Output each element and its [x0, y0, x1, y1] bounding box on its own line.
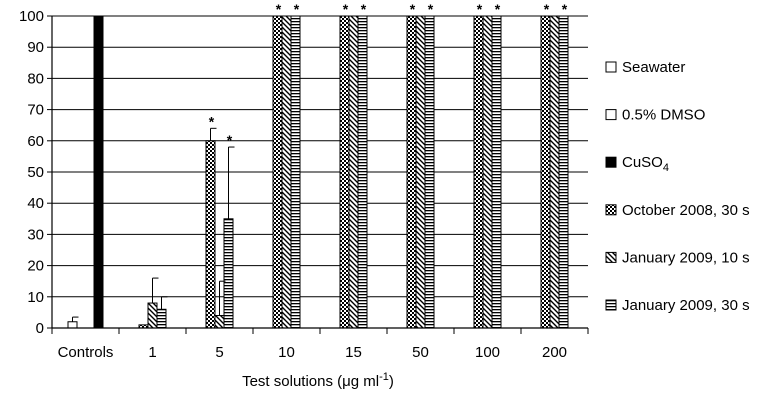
- bar: [357, 15, 368, 329]
- y-tick-label: 40: [27, 195, 44, 212]
- significance-marker: *: [544, 1, 550, 17]
- bar: [406, 15, 417, 329]
- x-tick-label: 100: [475, 344, 500, 361]
- bar: [223, 218, 234, 329]
- x-axis-label-main: Test solutions (μg ml: [242, 373, 379, 390]
- y-tick-label: 20: [27, 258, 44, 275]
- legend-swatch: [605, 61, 617, 73]
- bar: [473, 15, 484, 329]
- bar: [348, 15, 359, 329]
- bar: [156, 308, 167, 329]
- significance-annotations: * * * * * * * * * * * *: [209, 1, 568, 148]
- legend: Seawater 0.5% DMSO CuSO4 October 2008, 30 s…: [605, 59, 750, 314]
- significance-marker: *: [361, 1, 367, 17]
- bar: [549, 15, 560, 329]
- bar: [491, 15, 502, 329]
- x-tick-label: 5: [215, 344, 223, 361]
- x-tick-label: 200: [542, 344, 567, 361]
- legend-label-main: CuSO: [622, 154, 663, 171]
- x-tick-label: Controls: [58, 344, 114, 361]
- significance-marker: *: [209, 113, 215, 129]
- x-tick-labels: Controls 1 5 10 15 50 100 200: [58, 344, 567, 361]
- bar: [147, 302, 158, 329]
- legend-item: 0.5% DMSO: [605, 107, 705, 124]
- legend-swatch: [605, 109, 617, 121]
- x-tick-label: 50: [412, 344, 429, 361]
- bar: [558, 15, 569, 329]
- bar: [93, 15, 104, 329]
- significance-marker: *: [477, 1, 483, 17]
- y-tick-label: 100: [19, 8, 44, 25]
- y-tick-labels: 0 10 20 30 40 50 60 70 80 90 100: [19, 8, 44, 337]
- y-tick-label: 70: [27, 102, 44, 119]
- bar: [482, 15, 493, 329]
- x-axis-label-close: ): [389, 373, 394, 390]
- significance-marker: *: [495, 1, 501, 17]
- legend-label-main: October 2008, 30 s: [622, 202, 750, 219]
- significance-marker: *: [276, 1, 282, 17]
- bar: [214, 315, 225, 329]
- bar: [281, 15, 292, 329]
- y-tick-label: 30: [27, 226, 44, 243]
- bar: [272, 15, 283, 329]
- error-bars: [72, 127, 235, 322]
- x-tick-label: 15: [345, 344, 362, 361]
- y-tick-label: 80: [27, 70, 44, 87]
- y-tick-label: 50: [27, 164, 44, 181]
- legend-swatch: [605, 204, 617, 216]
- legend-label: Seawater: [622, 59, 685, 76]
- legend-item: January 2009, 30 s: [605, 297, 750, 314]
- bar: [339, 15, 350, 329]
- bar: [415, 15, 426, 329]
- significance-marker: *: [227, 132, 233, 148]
- legend-label-main: January 2009, 10 s: [622, 249, 750, 266]
- significance-marker: *: [428, 1, 434, 17]
- legend-swatch: [605, 156, 617, 168]
- legend-label-main: 0.5% DMSO: [622, 107, 705, 124]
- bar: [205, 140, 216, 329]
- bars: [67, 15, 569, 329]
- legend-swatch: [605, 251, 617, 263]
- bar: [540, 15, 551, 329]
- y-tick-label: 0: [36, 320, 44, 337]
- y-tick-label: 60: [27, 133, 44, 150]
- legend-label: January 2009, 30 s: [622, 297, 750, 314]
- x-axis-label-sup: -1: [379, 371, 389, 383]
- significance-marker: *: [562, 1, 568, 17]
- significance-marker: *: [343, 1, 349, 17]
- legend-label-sub: 4: [663, 162, 669, 174]
- x-tick-label: 10: [278, 344, 295, 361]
- legend-item: October 2008, 30 s: [605, 202, 750, 219]
- legend-label: January 2009, 10 s: [622, 249, 750, 266]
- legend-label-main: January 2009, 30 s: [622, 297, 750, 314]
- significance-marker: *: [294, 1, 300, 17]
- y-tick-label: 90: [27, 39, 44, 56]
- gridlines: [52, 15, 588, 329]
- x-axis-label: Test solutions (μg ml-1): [242, 371, 394, 390]
- legend-label: CuSO4: [622, 154, 669, 174]
- bar: [290, 15, 301, 329]
- bar: [67, 321, 78, 329]
- legend-item: CuSO4: [605, 154, 669, 174]
- legend-label: 0.5% DMSO: [622, 107, 705, 124]
- x-tick-label: 1: [148, 344, 156, 361]
- legend-label-main: Seawater: [622, 59, 685, 76]
- legend-label: October 2008, 30 s: [622, 202, 750, 219]
- axes: [47, 15, 589, 334]
- significance-marker: *: [410, 1, 416, 17]
- legend-item: January 2009, 10 s: [605, 249, 750, 266]
- legend-swatch: [605, 299, 617, 311]
- bar: [424, 15, 435, 329]
- legend-item: Seawater: [605, 59, 685, 76]
- y-tick-label: 10: [27, 289, 44, 306]
